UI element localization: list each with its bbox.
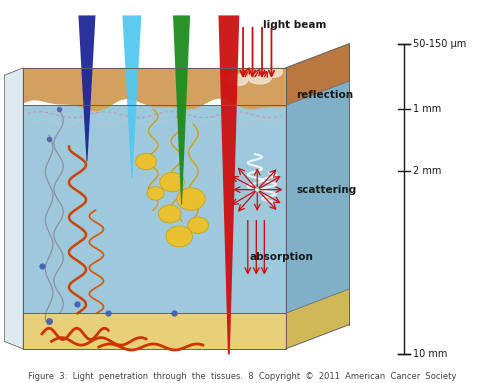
Polygon shape <box>218 15 239 355</box>
Ellipse shape <box>229 74 248 85</box>
Circle shape <box>188 217 209 234</box>
Polygon shape <box>286 289 349 349</box>
Text: 50-150 μm: 50-150 μm <box>413 39 467 49</box>
Ellipse shape <box>248 70 272 84</box>
Text: light beam: light beam <box>263 20 327 30</box>
Polygon shape <box>286 81 349 313</box>
Circle shape <box>177 188 205 210</box>
Text: 1 mm: 1 mm <box>413 104 441 114</box>
Text: scattering: scattering <box>297 185 357 195</box>
Ellipse shape <box>265 66 282 77</box>
Polygon shape <box>23 68 286 111</box>
Circle shape <box>160 172 184 192</box>
Polygon shape <box>23 313 286 349</box>
Polygon shape <box>78 15 95 162</box>
Polygon shape <box>173 15 190 205</box>
Polygon shape <box>4 68 23 349</box>
Circle shape <box>158 205 181 223</box>
Text: 10 mm: 10 mm <box>413 349 448 360</box>
Circle shape <box>136 153 156 170</box>
Text: 2 mm: 2 mm <box>413 166 442 176</box>
Polygon shape <box>122 15 141 178</box>
Polygon shape <box>286 44 349 105</box>
Circle shape <box>166 226 193 247</box>
Text: absorption: absorption <box>249 252 313 262</box>
Text: Figure  3:  Light  penetration  through  the  tissues.  8  Copyright  ©  2011  A: Figure 3: Light penetration through the … <box>28 372 456 381</box>
Polygon shape <box>23 105 286 313</box>
Circle shape <box>147 187 164 200</box>
Text: reflection: reflection <box>297 90 354 100</box>
